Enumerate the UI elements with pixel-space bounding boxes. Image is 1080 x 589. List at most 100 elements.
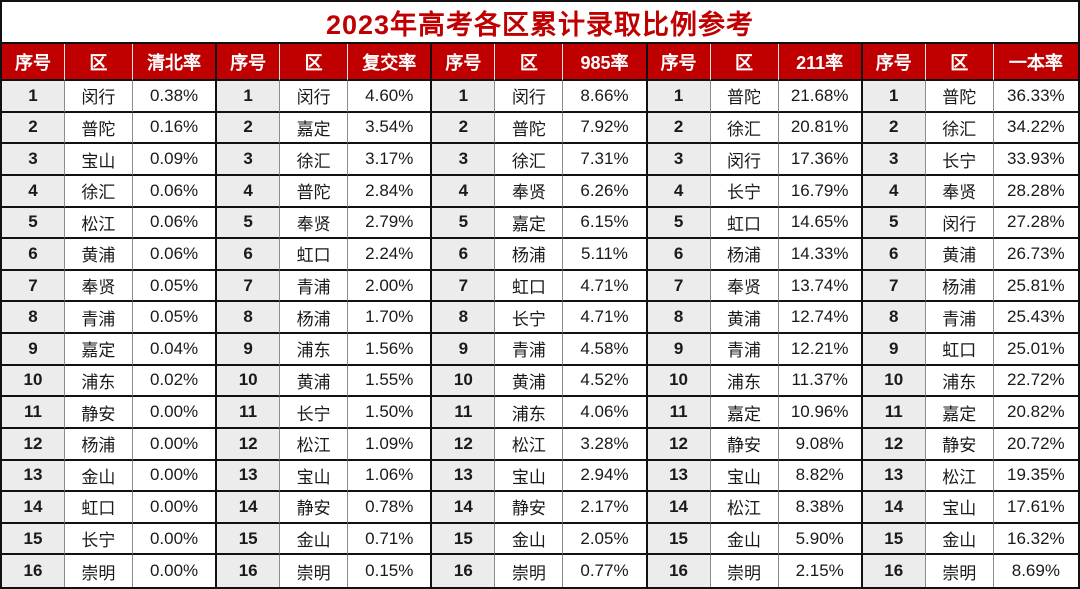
rate-cell: 7.92% [563,112,648,145]
index-cell: 1 [862,81,926,113]
rate-cell: 0.04% [132,334,218,366]
index-cell: 10 [2,365,65,398]
rate-cell: 0.02% [132,365,218,398]
index-cell: 7 [2,270,65,303]
index-cell: 7 [217,270,281,303]
district-cell: 长宁 [280,397,349,429]
rate-cell: 0.78% [348,492,433,524]
index-cell: 4 [432,175,496,208]
district-cell: 嘉定 [925,397,994,429]
index-cell: 5 [2,207,65,240]
district-cell: 浦东 [710,365,779,398]
district-cell: 青浦 [495,334,564,366]
index-cell: 12 [217,428,281,461]
index-cell: 2 [647,112,711,145]
rate-cell: 0.05% [132,302,218,334]
index-cell: 1 [647,81,711,113]
district-cell: 青浦 [710,334,779,366]
index-cell: 7 [432,270,496,303]
index-cell: 15 [217,523,281,556]
index-cell: 4 [2,175,65,208]
rate-cell: 8.69% [993,555,1078,587]
rate-cell: 4.52% [563,365,648,398]
index-cell: 6 [647,239,711,271]
index-cell: 8 [2,302,65,334]
district-cell: 虹口 [64,492,133,524]
district-cell: 金山 [710,523,779,556]
rate-cell: 5.90% [778,523,863,556]
index-cell: 2 [432,112,496,145]
district-cell: 嘉定 [64,334,133,366]
index-cell: 13 [432,460,496,493]
header-rate: 清北率 [132,44,218,81]
district-cell: 静安 [64,397,133,429]
index-cell: 12 [862,428,926,461]
district-cell: 虹口 [925,334,994,366]
index-cell: 12 [432,428,496,461]
rate-cell: 12.21% [778,334,863,366]
index-cell: 16 [647,555,711,587]
rate-cell: 2.24% [348,239,433,271]
index-cell: 7 [647,270,711,303]
index-cell: 15 [862,523,926,556]
rate-cell: 12.74% [778,302,863,334]
district-cell: 普陀 [710,81,779,113]
index-cell: 3 [2,144,65,176]
index-cell: 5 [647,207,711,240]
rate-cell: 17.36% [778,144,863,176]
index-cell: 2 [2,112,65,145]
district-cell: 杨浦 [495,239,564,271]
district-cell: 黄浦 [495,365,564,398]
district-cell: 青浦 [64,302,133,334]
index-cell: 9 [432,334,496,366]
district-cell: 杨浦 [280,302,349,334]
district-cell: 闵行 [280,81,349,113]
rate-cell: 8.82% [778,460,863,493]
rate-cell: 21.68% [778,81,863,113]
district-cell: 松江 [495,428,564,461]
header-district: 区 [710,44,779,81]
district-cell: 松江 [64,207,133,240]
index-cell: 16 [432,555,496,587]
index-cell: 8 [432,302,496,334]
index-cell: 1 [217,81,281,113]
index-cell: 5 [217,207,281,240]
rate-cell: 1.55% [348,365,433,398]
district-cell: 黄浦 [925,239,994,271]
district-cell: 长宁 [64,523,133,556]
rate-cell: 4.58% [563,334,648,366]
index-cell: 3 [217,144,281,176]
district-cell: 浦东 [64,365,133,398]
index-cell: 7 [862,270,926,303]
rate-cell: 2.94% [563,460,648,493]
index-cell: 13 [217,460,281,493]
header-district: 区 [64,44,133,81]
page-title: 2023年高考各区累计录取比例参考 [2,2,1078,44]
district-cell: 奉贤 [710,270,779,303]
index-cell: 9 [647,334,711,366]
district-cell: 黄浦 [280,365,349,398]
index-cell: 12 [2,428,65,461]
district-cell: 奉贤 [280,207,349,240]
header-district: 区 [495,44,564,81]
index-cell: 4 [862,175,926,208]
index-cell: 12 [647,428,711,461]
district-cell: 崇明 [280,555,349,587]
header-index: 序号 [217,44,281,81]
district-cell: 黄浦 [710,302,779,334]
rate-cell: 33.93% [993,144,1078,176]
district-cell: 奉贤 [64,270,133,303]
district-cell: 杨浦 [925,270,994,303]
rate-cell: 1.70% [348,302,433,334]
rate-cell: 25.43% [993,302,1078,334]
index-cell: 9 [217,334,281,366]
rate-cell: 17.61% [993,492,1078,524]
rate-cell: 28.28% [993,175,1078,208]
rate-cell: 20.72% [993,428,1078,461]
district-cell: 徐汇 [280,144,349,176]
rate-cell: 1.50% [348,397,433,429]
district-cell: 闵行 [495,81,564,113]
district-cell: 普陀 [495,112,564,145]
rate-cell: 3.28% [563,428,648,461]
district-cell: 杨浦 [710,239,779,271]
